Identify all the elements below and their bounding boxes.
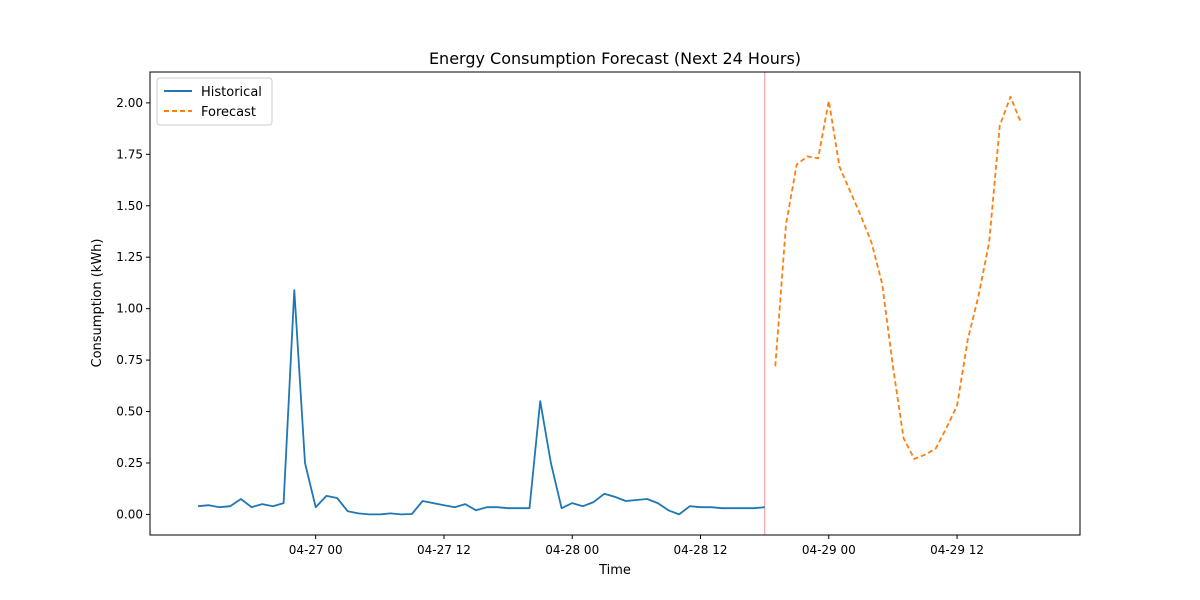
series-line-historical bbox=[198, 289, 765, 516]
chart-title: Energy Consumption Forecast (Next 24 Hou… bbox=[429, 49, 801, 68]
x-tick-label: 04-29 00 bbox=[802, 543, 856, 557]
legend-label-historical: Historical bbox=[201, 85, 262, 100]
legend: Historical Forecast bbox=[156, 77, 273, 126]
x-axis-label: Time bbox=[598, 563, 631, 578]
y-tick-label: 1.50 bbox=[116, 199, 143, 213]
y-tick-label: 1.25 bbox=[116, 250, 143, 264]
y-axis-label: Consumption (kWh) bbox=[90, 239, 105, 368]
axes-frame bbox=[149, 71, 1081, 536]
x-tick-label: 04-27 00 bbox=[289, 543, 343, 557]
x-tick-label: 04-29 12 bbox=[930, 543, 984, 557]
y-tick-label: 2.00 bbox=[116, 96, 143, 110]
x-tick-label: 04-28 00 bbox=[545, 543, 599, 557]
x-tick-label: 04-28 12 bbox=[674, 543, 728, 557]
plot-area bbox=[198, 72, 1023, 535]
legend-box bbox=[156, 77, 273, 126]
y-tick-label: 0.50 bbox=[116, 405, 143, 419]
series-line-forecast bbox=[774, 95, 1023, 460]
y-tick-label: 1.00 bbox=[116, 302, 143, 316]
y-tick-label: 0.25 bbox=[116, 456, 143, 470]
y-tick-label: 0.75 bbox=[116, 353, 143, 367]
x-tick-label: 04-27 12 bbox=[417, 543, 471, 557]
y-tick-label: 0.00 bbox=[116, 507, 143, 521]
legend-label-forecast: Forecast bbox=[201, 105, 256, 120]
y-tick-label: 1.75 bbox=[116, 147, 143, 161]
axes: 0.00 0.25 0.50 0.75 1.00 1.25 1.50 1.75 2.00 04-2… bbox=[116, 71, 1081, 557]
